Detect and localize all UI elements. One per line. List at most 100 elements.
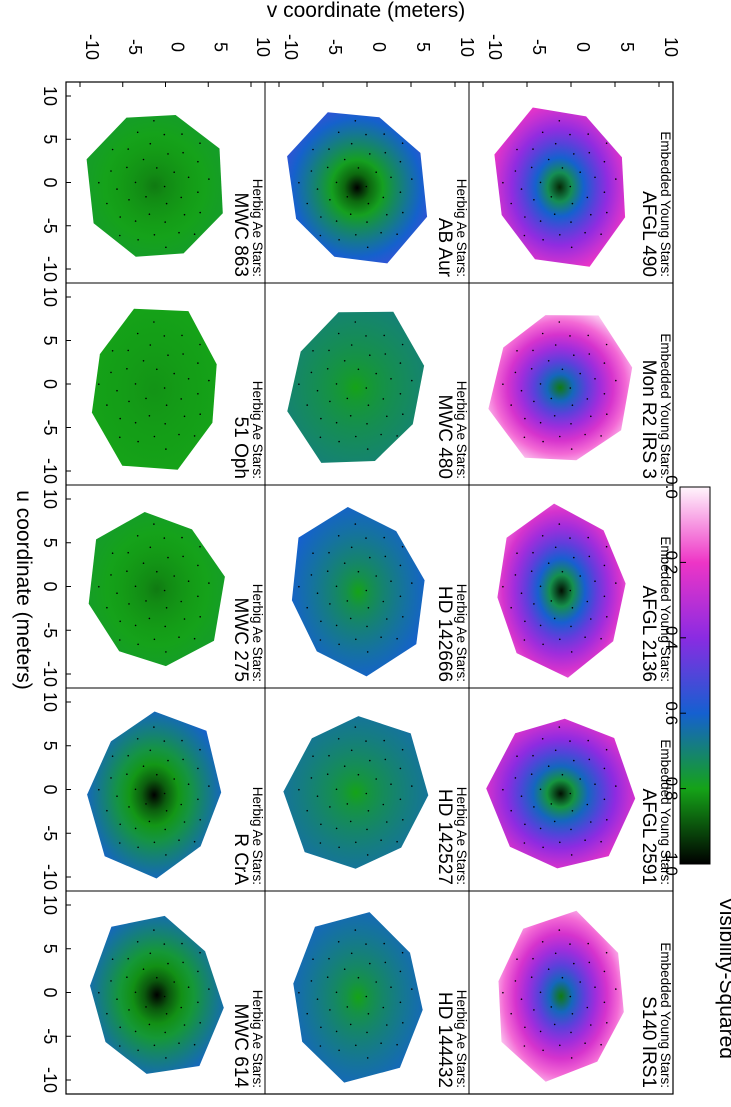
uv-sample-point <box>316 389 319 392</box>
v-tick-label: -10 <box>485 34 505 60</box>
panel-group-label: Embedded Young Stars: <box>658 131 673 277</box>
uv-sample-point <box>137 643 139 646</box>
uv-sample-point <box>180 1006 182 1009</box>
uv-sample-point <box>137 846 139 849</box>
uv-sample-point <box>156 570 158 573</box>
uv-sample-point <box>382 600 385 603</box>
uv-sample-point <box>208 785 210 787</box>
uv-sample-point <box>346 803 349 805</box>
uv-sample-point <box>550 803 553 805</box>
uv-sample-point <box>119 234 121 237</box>
uv-sample-point <box>573 354 575 357</box>
uv-sample-point <box>310 777 313 779</box>
uv-sample-point <box>128 199 130 201</box>
uv-sample-point <box>128 400 130 403</box>
visibility-map <box>88 512 225 667</box>
uv-sample-point <box>369 556 371 559</box>
uv-sample-point <box>357 167 360 169</box>
uv-sample-point <box>298 181 300 184</box>
uv-sample-point <box>337 332 340 335</box>
uv-sample-point <box>570 651 573 653</box>
uv-sample-point <box>306 809 309 812</box>
uv-sample-point <box>588 151 591 154</box>
uv-sample-point <box>380 433 382 436</box>
uv-sample-point <box>547 968 550 970</box>
uv-sample-point <box>199 413 201 416</box>
uv-sample-point <box>148 820 151 823</box>
u-tick-label: 0 <box>40 581 60 591</box>
uv-sample-point <box>134 181 137 184</box>
uv-sample-point <box>183 821 186 823</box>
uv-sample-point <box>163 589 166 592</box>
uv-sample-point <box>570 1031 572 1034</box>
uv-panel: Herbig Ae Stars:51 Oph <box>65 282 266 486</box>
uv-sample-point <box>354 929 357 931</box>
uv-sample-point <box>199 748 201 751</box>
colorbar-tick-label: 0.6 <box>662 701 681 725</box>
uv-sample-point <box>594 176 596 179</box>
uv-sample-point <box>156 976 158 979</box>
uv-sample-point <box>181 739 183 742</box>
uv-sample-point <box>520 188 523 190</box>
uv-sample-point <box>569 387 572 389</box>
uv-sample-point <box>366 448 369 450</box>
uv-sample-point <box>182 151 184 154</box>
visibility-map <box>293 912 423 1083</box>
visibility-map <box>86 115 223 257</box>
uv-sample-point <box>119 417 121 420</box>
uv-sample-point <box>514 170 517 172</box>
uv-sample-point <box>542 846 544 849</box>
uv-sample-point <box>119 842 121 844</box>
uv-sample-point <box>390 986 392 988</box>
uv-sample-point <box>328 148 330 150</box>
visibility-map <box>486 718 636 869</box>
uv-sample-point <box>561 570 564 573</box>
uv-sample-point <box>137 239 139 241</box>
ticks-layer: -10 -5 0 5 10 -10 -5 0 5 10 -10 -5 0 5 10 10 5 0 -5 -10 10 5 0… <box>40 34 681 1095</box>
uv-sample-point <box>149 749 152 752</box>
uv-sample-point <box>584 839 586 841</box>
uv-sample-point <box>153 1044 156 1047</box>
uv-sample-point <box>383 739 386 742</box>
uv-sample-point <box>399 767 402 770</box>
uv-sample-point <box>411 785 413 787</box>
uv-sample-point <box>605 545 608 548</box>
uv-sample-point <box>164 828 166 831</box>
uv-sample-point <box>541 332 544 335</box>
uv-sample-point <box>116 389 118 392</box>
uv-sample-point <box>153 726 155 728</box>
v-tick-label: 0 <box>168 42 188 52</box>
u-tick-label: -5 <box>40 419 60 435</box>
uv-sample-point <box>384 758 387 761</box>
uv-sample-point <box>355 1044 357 1047</box>
uv-sample-point <box>369 354 371 357</box>
uv-sample-point <box>524 1026 526 1029</box>
uv-sample-point <box>587 133 589 135</box>
uv-sample-point <box>588 555 591 558</box>
uv-sample-point <box>573 759 575 762</box>
uv-sample-point <box>173 981 175 983</box>
uv-sample-point <box>164 423 166 425</box>
uv-sample-point <box>586 600 589 603</box>
uv-sample-point <box>553 1023 556 1026</box>
uv-sample-point <box>530 773 533 775</box>
uv-sample-point <box>605 748 608 751</box>
uv-sample-point <box>532 148 534 150</box>
colorbar-tick-label: 0.4 <box>662 626 681 650</box>
v-tick-label: 5 <box>210 42 230 52</box>
uv-sample-point <box>605 142 608 144</box>
uv-sample-point <box>145 1006 147 1008</box>
uv-sample-point <box>600 637 602 640</box>
colorbar-gradient <box>679 486 711 865</box>
uv-sample-point <box>542 239 544 241</box>
visibility-map <box>91 308 217 470</box>
uv-panel: Herbig Ae Stars:HD 142527 <box>264 687 470 892</box>
uv-sample-point <box>365 537 367 539</box>
uv-sample-point <box>606 1022 608 1024</box>
u-tick-label: -5 <box>40 622 60 638</box>
uv-sample-point <box>343 158 346 161</box>
uv-sample-point <box>559 234 561 236</box>
panel-group-label: Herbig Ae Stars: <box>454 787 469 885</box>
uv-sample-point <box>399 393 402 395</box>
uv-sample-point <box>106 809 108 812</box>
